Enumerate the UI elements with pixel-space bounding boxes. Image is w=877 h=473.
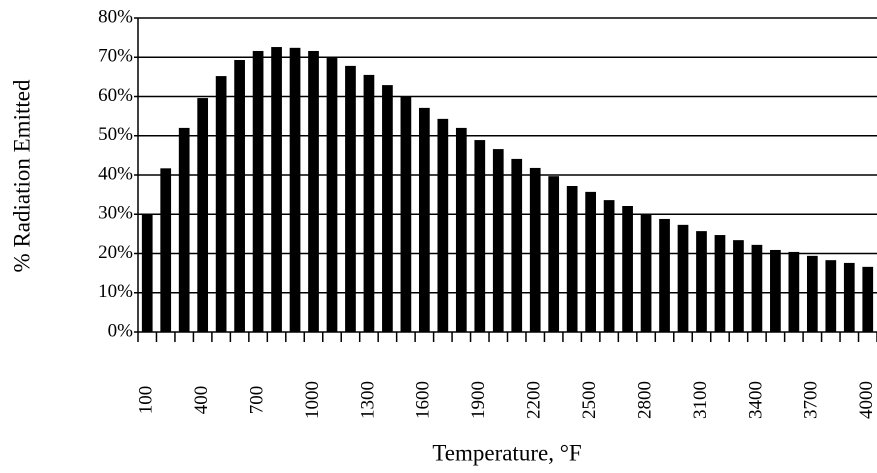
bar: [788, 251, 800, 332]
x-tick-label: 3400: [745, 381, 766, 419]
bar: [382, 85, 393, 333]
x-tick-label: 400: [191, 386, 212, 415]
bar: [178, 127, 190, 333]
bar: [677, 224, 689, 332]
bar: [271, 47, 282, 333]
x-tick-label: 100: [136, 386, 157, 415]
bar: [289, 47, 301, 333]
bar: [770, 249, 781, 332]
bar: [252, 50, 264, 332]
bar: [234, 59, 245, 333]
bar: [696, 231, 707, 332]
bar: [751, 244, 763, 332]
x-tick-label: 1600: [413, 381, 434, 419]
x-tick-label: 1900: [468, 381, 489, 419]
bar: [326, 58, 338, 332]
bar: [474, 140, 486, 332]
bar: [566, 185, 578, 332]
y-tick-label: 70%: [98, 46, 133, 67]
bar: [215, 76, 227, 332]
x-tick-label: 700: [246, 386, 267, 415]
bar: [659, 218, 670, 332]
x-axis-title: Temperature, °F: [432, 440, 581, 465]
bar: [714, 235, 726, 332]
bar: [363, 74, 375, 332]
bar: [455, 127, 467, 333]
y-tick-label: 30%: [98, 203, 133, 224]
x-tick-label: 2500: [579, 381, 600, 419]
bar: [141, 214, 153, 332]
x-tick-label: 3700: [801, 381, 822, 419]
y-tick-label: 60%: [98, 85, 133, 106]
bar: [825, 260, 837, 332]
bar: [585, 191, 596, 332]
x-tick-label: 1000: [302, 381, 323, 419]
bar: [197, 98, 209, 332]
y-tick-label: 0%: [108, 320, 134, 341]
x-tick-label: 2800: [634, 381, 655, 419]
x-tick-label: 2200: [524, 381, 545, 419]
bar: [345, 65, 356, 332]
bar: [733, 240, 744, 332]
bar: [419, 107, 430, 332]
bar: [529, 167, 541, 332]
y-axis-title: % Radiation Emitted: [9, 79, 34, 272]
bar: [806, 255, 818, 332]
x-tick-label: 1300: [357, 381, 378, 419]
y-tick-label: 40%: [98, 163, 133, 184]
bar: [160, 168, 172, 332]
bar: [843, 262, 855, 332]
bar: [400, 96, 412, 332]
bar: [511, 158, 523, 332]
y-tick-label: 80%: [98, 6, 133, 27]
bar: [622, 206, 633, 332]
x-tick-label: 3100: [690, 381, 711, 419]
bar: [640, 213, 652, 332]
bar: [437, 118, 449, 332]
bar: [603, 200, 615, 332]
x-tick-label: 4000: [856, 381, 877, 419]
y-tick-label: 10%: [98, 281, 133, 302]
bar: [548, 176, 560, 332]
bar: [492, 149, 504, 332]
y-tick-label: 20%: [98, 242, 133, 263]
y-tick-label: 50%: [98, 124, 133, 145]
bar: [862, 266, 874, 332]
bar: [308, 50, 319, 332]
